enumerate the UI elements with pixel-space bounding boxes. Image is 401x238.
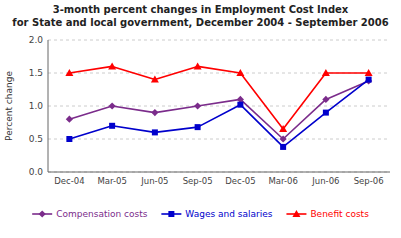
y-tick-label: 0.5: [29, 134, 43, 144]
x-tick-label: Sep-05: [183, 176, 213, 186]
subtitle: for State and local government, December…: [12, 17, 388, 28]
marker: [194, 102, 201, 109]
x-tick-label: Mar-06: [268, 176, 297, 186]
x-tick-label: Jun-06: [311, 176, 339, 186]
marker: [280, 135, 287, 142]
marker: [65, 69, 73, 76]
legend: Compensation costs Wages and salaries Bene…: [32, 209, 369, 219]
marker: [279, 125, 287, 132]
y-tick-label: 0.0: [29, 167, 44, 177]
legend-item: Wages and salaries: [161, 209, 272, 219]
marker: [323, 110, 329, 116]
title: 3-month percent changes in Employment Co…: [53, 4, 349, 15]
grid-line: [48, 172, 390, 173]
x-axis: [48, 172, 390, 173]
marker: [151, 109, 158, 116]
marker: [152, 129, 158, 135]
marker: [322, 96, 329, 103]
legend-label: Benefit costs: [310, 209, 369, 219]
x-tick-label: Dec-04: [54, 176, 84, 186]
legend-marker: [292, 210, 300, 217]
legend-item: Compensation costs: [32, 209, 147, 219]
legend-label: Wages and salaries: [185, 209, 272, 219]
marker: [109, 102, 116, 109]
grid-line: [48, 139, 390, 140]
y-tick-label: 2.0: [29, 35, 44, 45]
legend-item: Benefit costs: [286, 209, 369, 219]
marker: [365, 77, 372, 84]
marker: [366, 77, 372, 83]
line: [69, 80, 368, 147]
line: [69, 66, 368, 129]
y-tick-label: 1.0: [29, 101, 44, 111]
x-tick-label: Dec-05: [225, 176, 255, 186]
marker: [365, 69, 373, 76]
marker: [194, 62, 202, 69]
y-tick-label: 1.5: [29, 68, 43, 78]
series: [66, 77, 372, 142]
marker: [280, 144, 286, 150]
x-tick-label: Sep-06: [354, 176, 384, 186]
chart: 3-month percent changes in Employment Co…: [0, 0, 401, 238]
marker: [151, 76, 159, 83]
legend-marker: [168, 211, 174, 217]
marker: [109, 123, 115, 129]
legend-label: Compensation costs: [56, 209, 147, 219]
marker: [108, 62, 116, 69]
x-tick-label: Mar-05: [97, 176, 126, 186]
grid-line: [48, 40, 390, 41]
marker: [322, 69, 330, 76]
series: [66, 77, 371, 150]
x-tick-label: Jun-05: [140, 176, 168, 186]
y-axis: [48, 40, 49, 172]
marker: [236, 69, 244, 76]
marker: [66, 136, 72, 142]
grid-line: [48, 106, 390, 107]
line: [69, 81, 368, 139]
marker: [237, 102, 243, 108]
marker: [195, 124, 201, 130]
series: [65, 62, 372, 132]
grid: [48, 40, 390, 172]
plot-area: [65, 62, 372, 150]
legend-marker: [39, 210, 46, 217]
y-axis-label: Percent change: [4, 71, 14, 141]
marker: [66, 116, 73, 123]
